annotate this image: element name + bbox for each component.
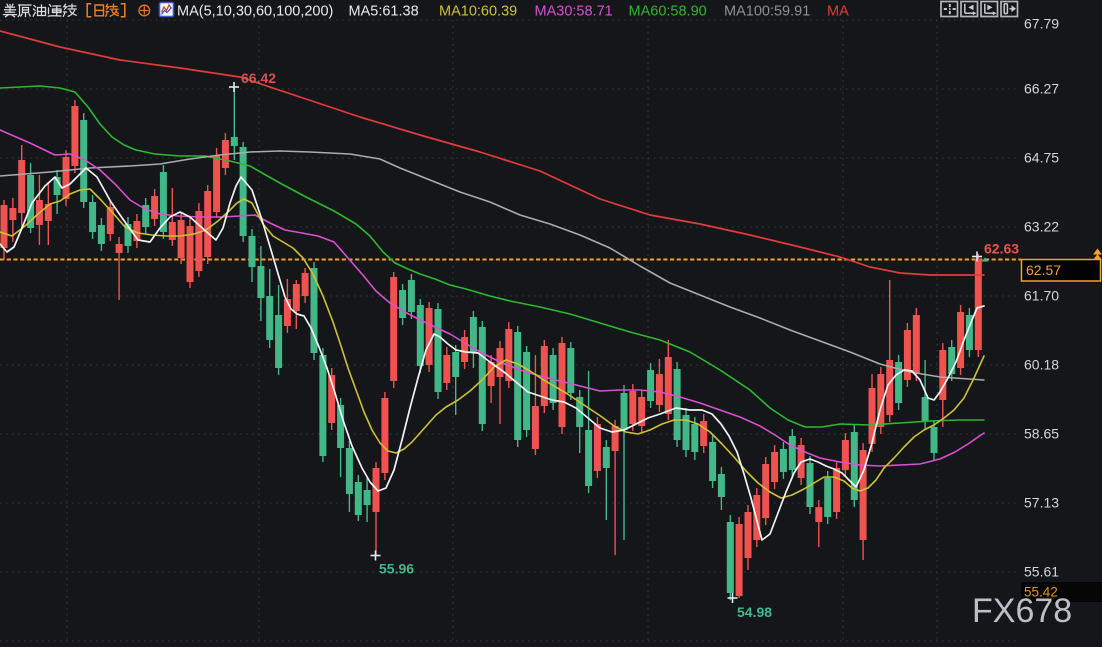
svg-text:MA100:59.91: MA100:59.91 (724, 4, 810, 20)
svg-text:MA5:61.38: MA5:61.38 (349, 4, 419, 20)
svg-text:MA: MA (827, 4, 849, 20)
svg-text:62.57: 62.57 (1026, 262, 1061, 278)
svg-text:61.70: 61.70 (1024, 288, 1059, 304)
svg-text:57.13: 57.13 (1024, 495, 1059, 511)
svg-text:FX678: FX678 (972, 592, 1072, 630)
svg-text:66.42: 66.42 (241, 70, 276, 86)
svg-text:54.98: 54.98 (737, 604, 772, 620)
svg-text:MA30:58.71: MA30:58.71 (535, 4, 613, 20)
svg-text:58.65: 58.65 (1024, 426, 1059, 442)
svg-text:60.18: 60.18 (1024, 357, 1059, 373)
svg-text:64.75: 64.75 (1024, 150, 1059, 166)
svg-text:MA60:58.90: MA60:58.90 (629, 4, 707, 20)
svg-text:MA(5,10,30,60,100,200): MA(5,10,30,60,100,200) (177, 4, 333, 20)
svg-text:55.42: 55.42 (1024, 585, 1058, 600)
svg-text:67.79: 67.79 (1024, 16, 1059, 32)
svg-text:55.96: 55.96 (379, 561, 414, 577)
svg-text:63.22: 63.22 (1024, 219, 1059, 235)
svg-text:MA10:60.39: MA10:60.39 (439, 4, 517, 20)
svg-text:66.27: 66.27 (1024, 81, 1059, 97)
svg-text:62.63: 62.63 (984, 241, 1019, 257)
svg-text:55.61: 55.61 (1024, 564, 1059, 580)
